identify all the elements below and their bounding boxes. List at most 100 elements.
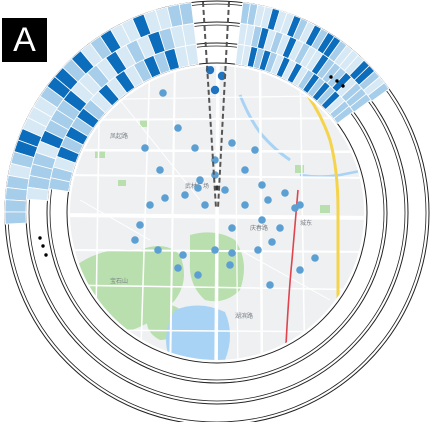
- map-point: [281, 189, 289, 197]
- middle-ring-inner-outline: [28, 24, 406, 402]
- map-point: [266, 281, 274, 289]
- map-point: [221, 186, 229, 194]
- selection-line-right: [217, 1, 230, 209]
- map-point: [196, 176, 204, 184]
- inner-cell: [76, 107, 100, 129]
- inner-cell: [184, 43, 200, 67]
- map-point: [228, 224, 236, 232]
- inner-cell: [48, 177, 71, 193]
- inner-cell: [82, 98, 106, 121]
- map-point: [194, 271, 202, 279]
- inner-cell: [123, 64, 144, 89]
- road-17: [239, 249, 331, 301]
- map-point: [161, 194, 169, 202]
- map-point: [174, 264, 182, 272]
- map-point: [268, 238, 276, 246]
- map-label-5: 湖滨路: [235, 312, 253, 320]
- map-label-3: 庆春路: [250, 224, 268, 232]
- map-point: [276, 224, 284, 232]
- map-point: [191, 144, 199, 152]
- inner-cell: [97, 83, 120, 107]
- inner-cell: [132, 59, 153, 83]
- map-point: [146, 201, 154, 209]
- inner-cell: [163, 47, 180, 72]
- inner-cell: [60, 135, 84, 155]
- outer-cell: [4, 211, 27, 225]
- outer-cell: [4, 199, 27, 213]
- inner-cell: [89, 90, 113, 114]
- inner-cell: [152, 51, 171, 75]
- inner-cell: [56, 145, 80, 164]
- middle-cell: [26, 186, 50, 202]
- highway: [298, 84, 340, 360]
- selection-lines: [202, 1, 230, 209]
- map-point: [228, 139, 236, 147]
- canal: [238, 94, 291, 162]
- inner-ring-outline: [46, 42, 388, 384]
- map-point: [296, 201, 304, 209]
- ellipsis-top-right: [329, 75, 345, 88]
- map-label-6: 城东: [300, 219, 312, 227]
- park-block-5: [140, 120, 147, 127]
- inner-ring-inner-outline: [49, 45, 385, 381]
- panel-label: A: [2, 18, 47, 62]
- inner-cell: [50, 166, 74, 183]
- park-block-2: [118, 180, 126, 186]
- map-point: [174, 124, 182, 132]
- road-5: [70, 117, 364, 121]
- map-point: [251, 146, 259, 154]
- map-label-1: 凤起路: [110, 132, 128, 140]
- outer-ring-segments: [4, 2, 390, 225]
- segmented-rings: [4, 2, 390, 225]
- selected-point: [210, 85, 220, 95]
- map-point: [258, 181, 266, 189]
- map-point: [228, 249, 236, 257]
- ellipsis-left: [38, 236, 48, 257]
- inner-ring-segments: [48, 43, 354, 193]
- map-label-4: 宝石山: [110, 277, 128, 285]
- road-16: [119, 99, 201, 201]
- road-2: [70, 148, 364, 154]
- map-point: [254, 246, 262, 254]
- road-3: [70, 174, 364, 179]
- road-1: [70, 213, 364, 220]
- road-4: [70, 249, 364, 253]
- road-14: [70, 329, 364, 333]
- map-point: [156, 166, 164, 174]
- map-point: [241, 166, 249, 174]
- road-18: [79, 199, 151, 241]
- inner-cell: [333, 105, 354, 125]
- map-point: [181, 191, 189, 199]
- map-point: [194, 184, 202, 192]
- map-point: [264, 196, 272, 204]
- map-point: [241, 201, 249, 209]
- map-point: [136, 221, 144, 229]
- road-6: [70, 284, 364, 291]
- inner-cell: [64, 125, 89, 146]
- inner-cell: [105, 76, 128, 100]
- map-point: [141, 144, 149, 152]
- park-block-3: [295, 165, 304, 173]
- park-block-4: [320, 205, 330, 213]
- outer-cell: [4, 187, 28, 202]
- map-point: [226, 261, 234, 269]
- map-point: [131, 236, 139, 244]
- map-point: [296, 266, 304, 274]
- road-15: [234, 66, 239, 360]
- map-point: [159, 89, 167, 97]
- map-point: [211, 246, 219, 254]
- park-block-1: [95, 150, 105, 158]
- inner-cell: [70, 116, 94, 138]
- map-border: [66, 62, 368, 364]
- road-9: [139, 66, 151, 360]
- map-point: [179, 251, 187, 259]
- selection-line-left: [202, 1, 217, 209]
- map-point: [154, 246, 162, 254]
- map-point: [201, 201, 209, 209]
- map-point: [311, 254, 319, 262]
- map-point: [258, 216, 266, 224]
- inner-cell: [114, 70, 136, 94]
- inner-cell: [142, 54, 162, 79]
- road-8: [169, 66, 176, 360]
